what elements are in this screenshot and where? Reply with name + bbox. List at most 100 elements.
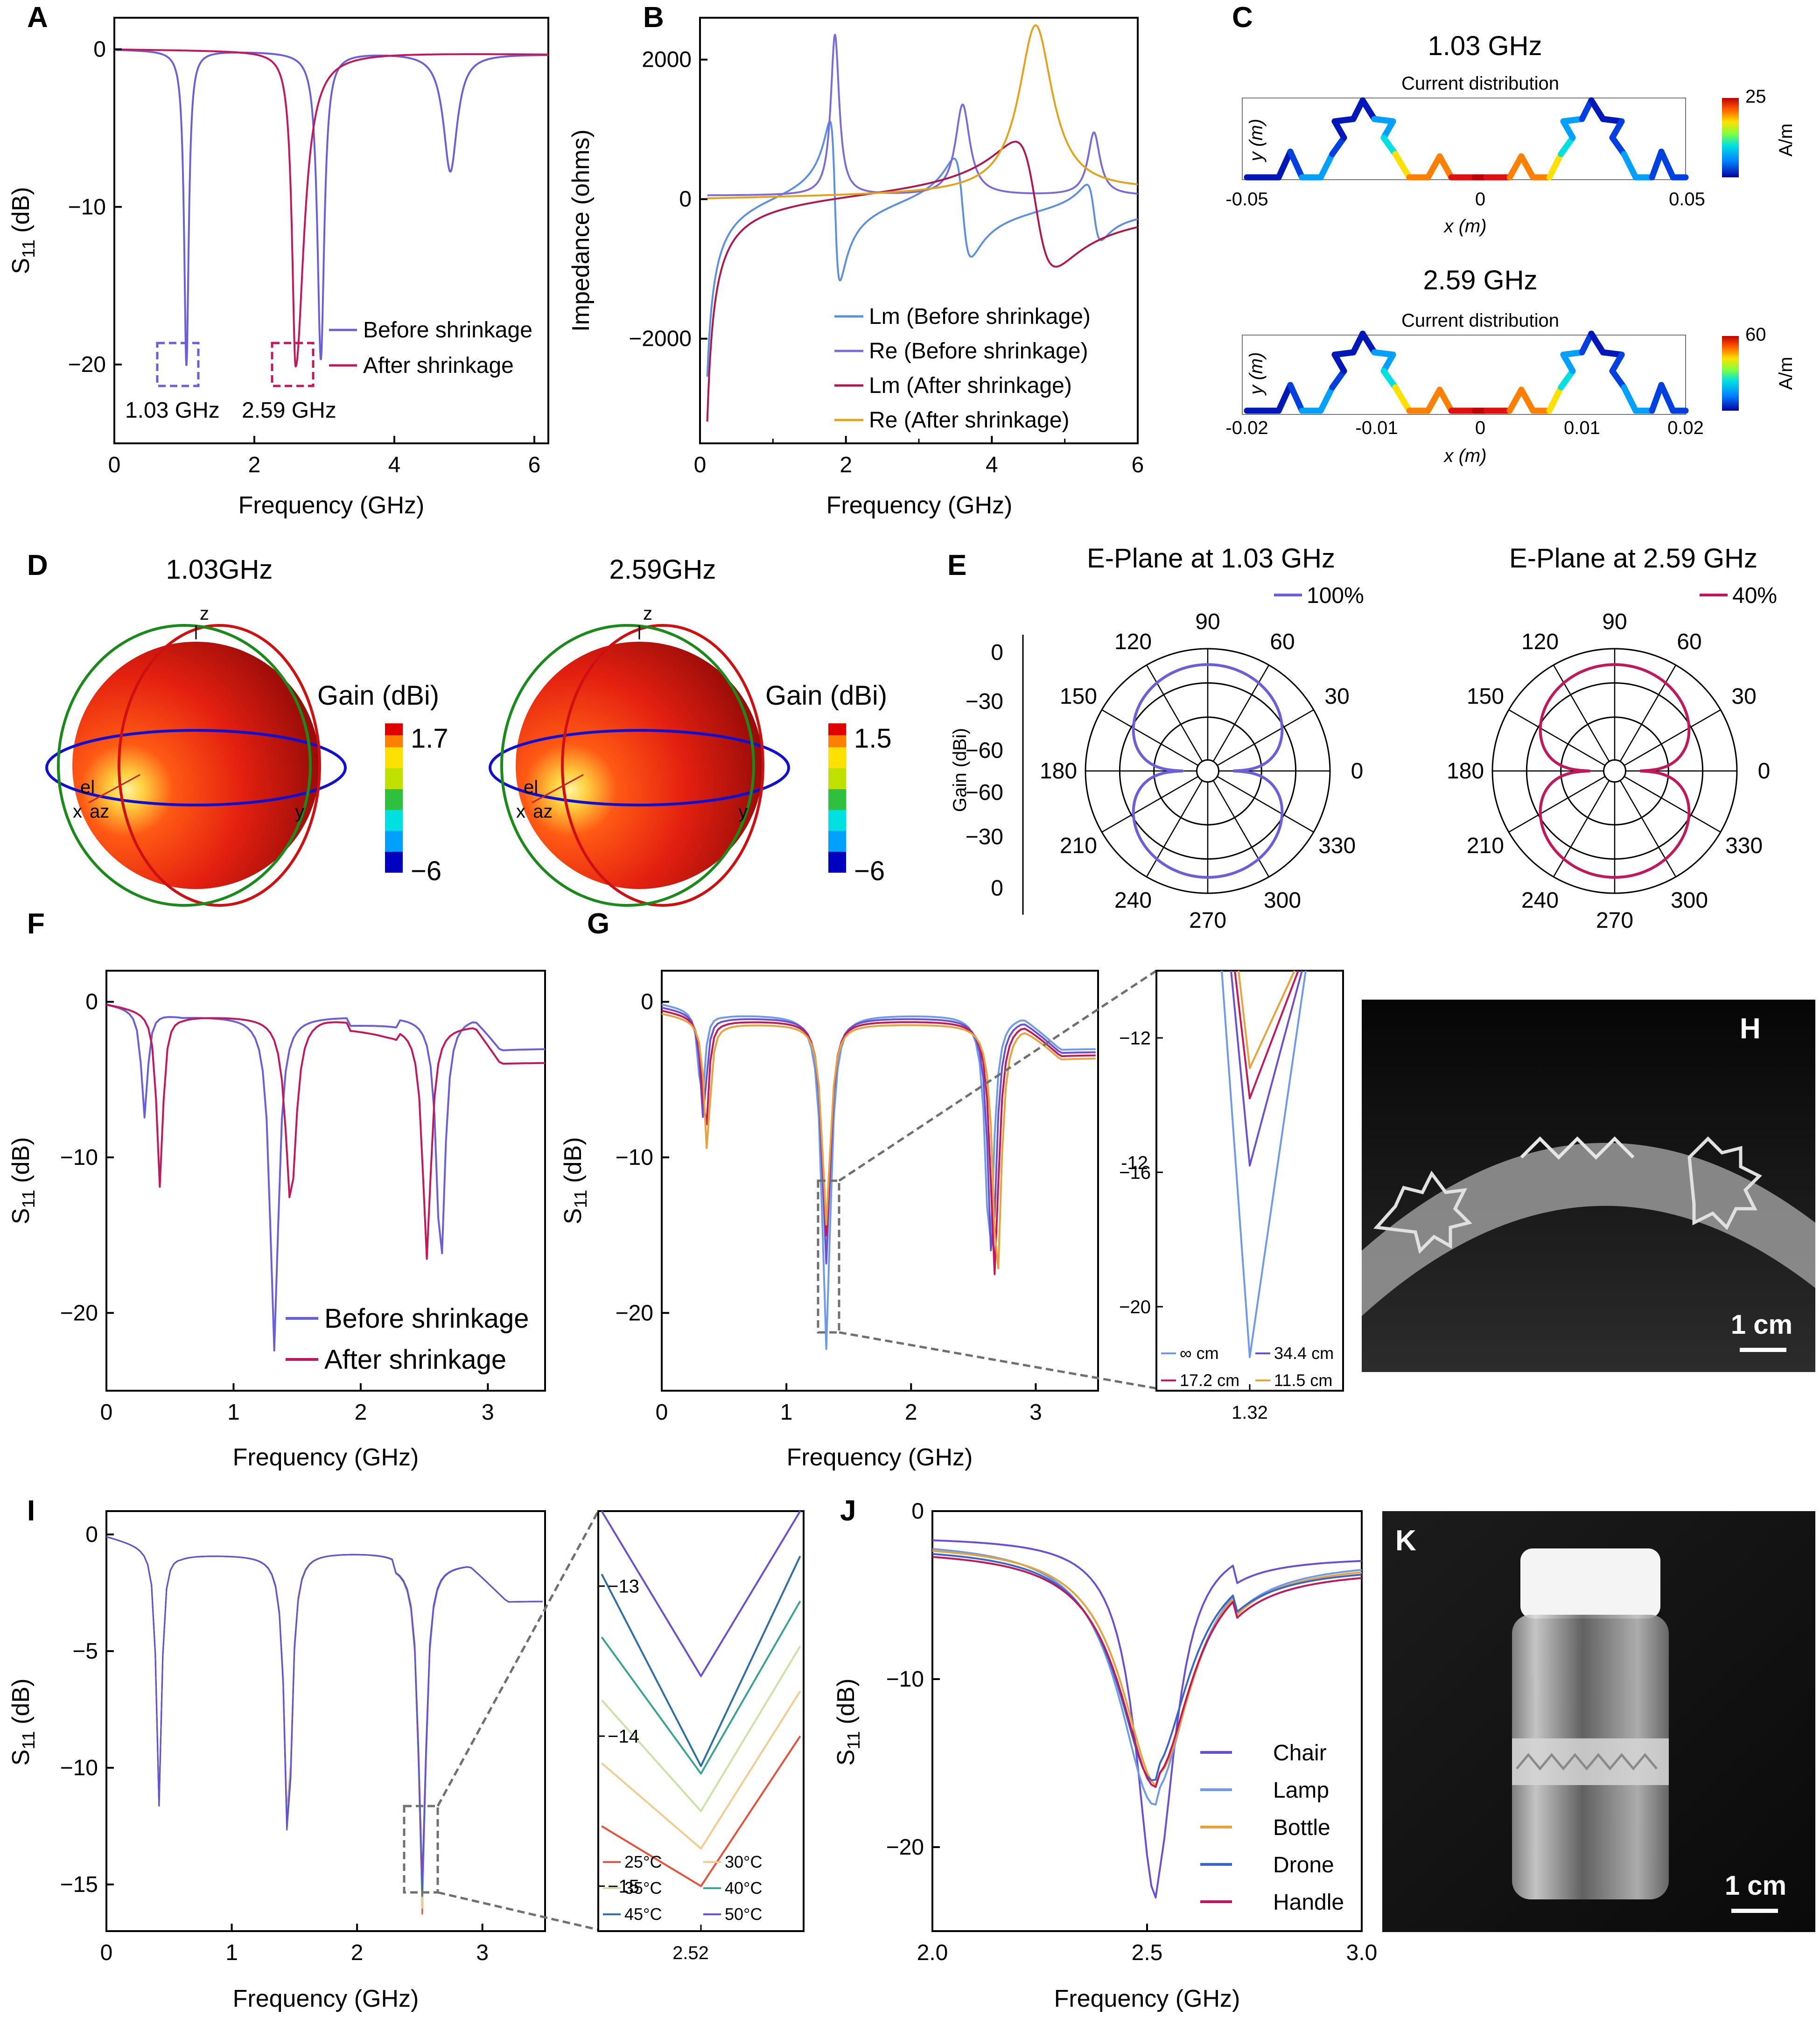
e1-rtick-5: 0 xyxy=(991,876,1003,901)
series-a-1 xyxy=(113,49,549,368)
b-xtick-1: 2 xyxy=(840,453,852,477)
c1-xtick-2: 0.05 xyxy=(1669,189,1705,210)
series-g-1 xyxy=(661,1007,1096,1265)
legend-after-shrinkage: After shrinkage xyxy=(363,353,514,378)
pC-ant1-segment-2 xyxy=(1287,148,1305,181)
d2-colorbar-min: −6 xyxy=(854,856,885,886)
series-i-2 xyxy=(106,1536,543,1903)
plot-area-g xyxy=(661,1003,1096,1350)
g-ytick-0: 0 xyxy=(641,990,653,1015)
f-xtick-2: 2 xyxy=(355,1400,367,1425)
panel-label-e: E xyxy=(947,549,966,581)
legend-b: Lm (Before shrinkage) Re (Before shrinka… xyxy=(834,304,1091,433)
d1-axis-y: y xyxy=(295,801,304,822)
b-ytick-1: 0 xyxy=(679,187,692,212)
pC-ant2-segment-31 xyxy=(1609,368,1627,391)
plot-area-b xyxy=(706,24,1139,422)
g-ytick-2: −20 xyxy=(616,1301,653,1325)
i-ytick-0: 0 xyxy=(85,1522,98,1547)
g-xtick-1: 1 xyxy=(780,1400,793,1425)
panel-label-d: D xyxy=(27,549,48,581)
c2-xtick-3: 0.01 xyxy=(1564,418,1600,438)
e2-angle-300: 300 xyxy=(1671,888,1708,913)
f-xtick-3: 3 xyxy=(482,1400,494,1425)
panel-label-h: H xyxy=(1740,1013,1761,1045)
e1-rtick-4: −30 xyxy=(966,825,1003,849)
series-f-0 xyxy=(106,1004,546,1352)
pC-ant2-segment-7 xyxy=(1331,349,1357,358)
legend-re-after: Re (After shrinkage) xyxy=(869,408,1070,433)
g-inset-frame xyxy=(1155,970,1344,1392)
pC-ant2-segment-28 xyxy=(1588,330,1606,356)
i-inset-legend: 25°C 30°C 35°C 40°C 45°C 50°C xyxy=(603,1852,762,1924)
e2-spoke-120 xyxy=(1553,665,1610,762)
d1-colorbar-max: 1.7 xyxy=(411,723,448,754)
j-legend-1: Lamp xyxy=(1273,1778,1329,1803)
series-i-1 xyxy=(106,1536,543,1909)
legend-lm-before: Lm (Before shrinkage) xyxy=(869,304,1091,329)
i-xtick-3: 3 xyxy=(476,1940,489,1965)
e2-angle-30: 30 xyxy=(1731,684,1756,709)
f-xtick-0: 0 xyxy=(100,1400,113,1425)
e2-spoke-60 xyxy=(1619,665,1677,762)
series-b-1 xyxy=(707,34,1139,196)
photo-h-koch-left xyxy=(1373,1170,1472,1254)
pC-ant1-segment-1 xyxy=(1275,148,1294,181)
b-xtick-0: 0 xyxy=(694,453,707,477)
e1-spoke-60 xyxy=(1212,665,1270,762)
inset-g-series-3 xyxy=(1238,970,1295,1069)
c1-subtitle: Current distribution xyxy=(1401,73,1559,94)
j-xtick-1: 2.5 xyxy=(1132,1940,1163,1965)
d2-yz-ring xyxy=(500,624,755,907)
e2-spoke-300 xyxy=(1619,780,1677,877)
photo-k-cap xyxy=(1520,1548,1660,1618)
i-inset-ytick-label-1: −14 xyxy=(608,1726,639,1747)
c1-xtick-0: -0.05 xyxy=(1225,189,1268,210)
e1-angle-210: 210 xyxy=(1060,833,1097,858)
pC-ant1-segment-30 xyxy=(1609,118,1625,141)
c2-xtick-4: 0.02 xyxy=(1667,418,1704,438)
i-legend-2: 35°C xyxy=(624,1878,662,1898)
series-g-2 xyxy=(661,1009,1096,1275)
series-g-0 xyxy=(661,1003,1096,1350)
highlight-box-2 xyxy=(271,342,315,387)
panel-label-i: I xyxy=(27,1495,35,1527)
c2-ylabel: y (m) xyxy=(1246,352,1267,396)
g-inset-ytick-label-1: −16 xyxy=(1119,1163,1151,1183)
e2-spoke-240 xyxy=(1553,780,1610,877)
legend-lm-after: Lm (After shrinkage) xyxy=(869,373,1072,398)
series-b-3 xyxy=(707,24,1139,199)
i-legend-4: 45°C xyxy=(624,1905,662,1924)
d1-xz-ring xyxy=(118,624,321,907)
e2-spoke-210 xyxy=(1508,776,1606,833)
g-ytick-1: −10 xyxy=(616,1145,653,1170)
c1-xtick-1: 0 xyxy=(1475,189,1485,210)
pC-ant2-segment-34 xyxy=(1649,382,1665,414)
d1-axis-az: az xyxy=(90,801,109,822)
legend-before-shrinkage: Before shrinkage xyxy=(363,318,532,343)
e2-spoke-150 xyxy=(1508,709,1606,766)
series-j-2 xyxy=(932,1550,1362,1786)
legend-after-shrinkage-f: After shrinkage xyxy=(324,1345,506,1375)
photo-h-film-strip xyxy=(1362,1142,1815,1316)
e1-rtick-3: −60 xyxy=(966,780,1003,805)
e1-angle-330: 330 xyxy=(1318,833,1356,858)
d2-axis-z: z xyxy=(643,603,652,624)
pC-ant1-segment-35 xyxy=(1658,148,1676,181)
g-zoom-line-top xyxy=(838,969,1157,1182)
c2-colorbar xyxy=(1722,336,1739,411)
legend-34-4cm: 34.4 cm xyxy=(1274,1344,1334,1363)
pC-ant2-segment-26 xyxy=(1560,349,1585,358)
e1-ring-3 xyxy=(1196,759,1220,783)
pC-ant1-segment-23 xyxy=(1546,151,1564,181)
y-axis-label-b: Impedance (ohms) xyxy=(567,129,595,332)
a-ytick-2: −20 xyxy=(68,352,106,377)
e1-spoke-30 xyxy=(1217,709,1314,766)
plot-frame-f xyxy=(105,970,546,1392)
e1-legend: 100% xyxy=(1307,583,1364,608)
a-ytick-0: 0 xyxy=(93,37,106,62)
chart-e: E-Plane at 1.03 GHz 100% 0 30 60 90 120 150 18… xyxy=(950,543,1777,933)
inset-i-series-2 xyxy=(601,1646,801,1812)
i-legend-5: 50°C xyxy=(725,1905,762,1924)
e1-title: E-Plane at 1.03 GHz xyxy=(1087,543,1335,574)
